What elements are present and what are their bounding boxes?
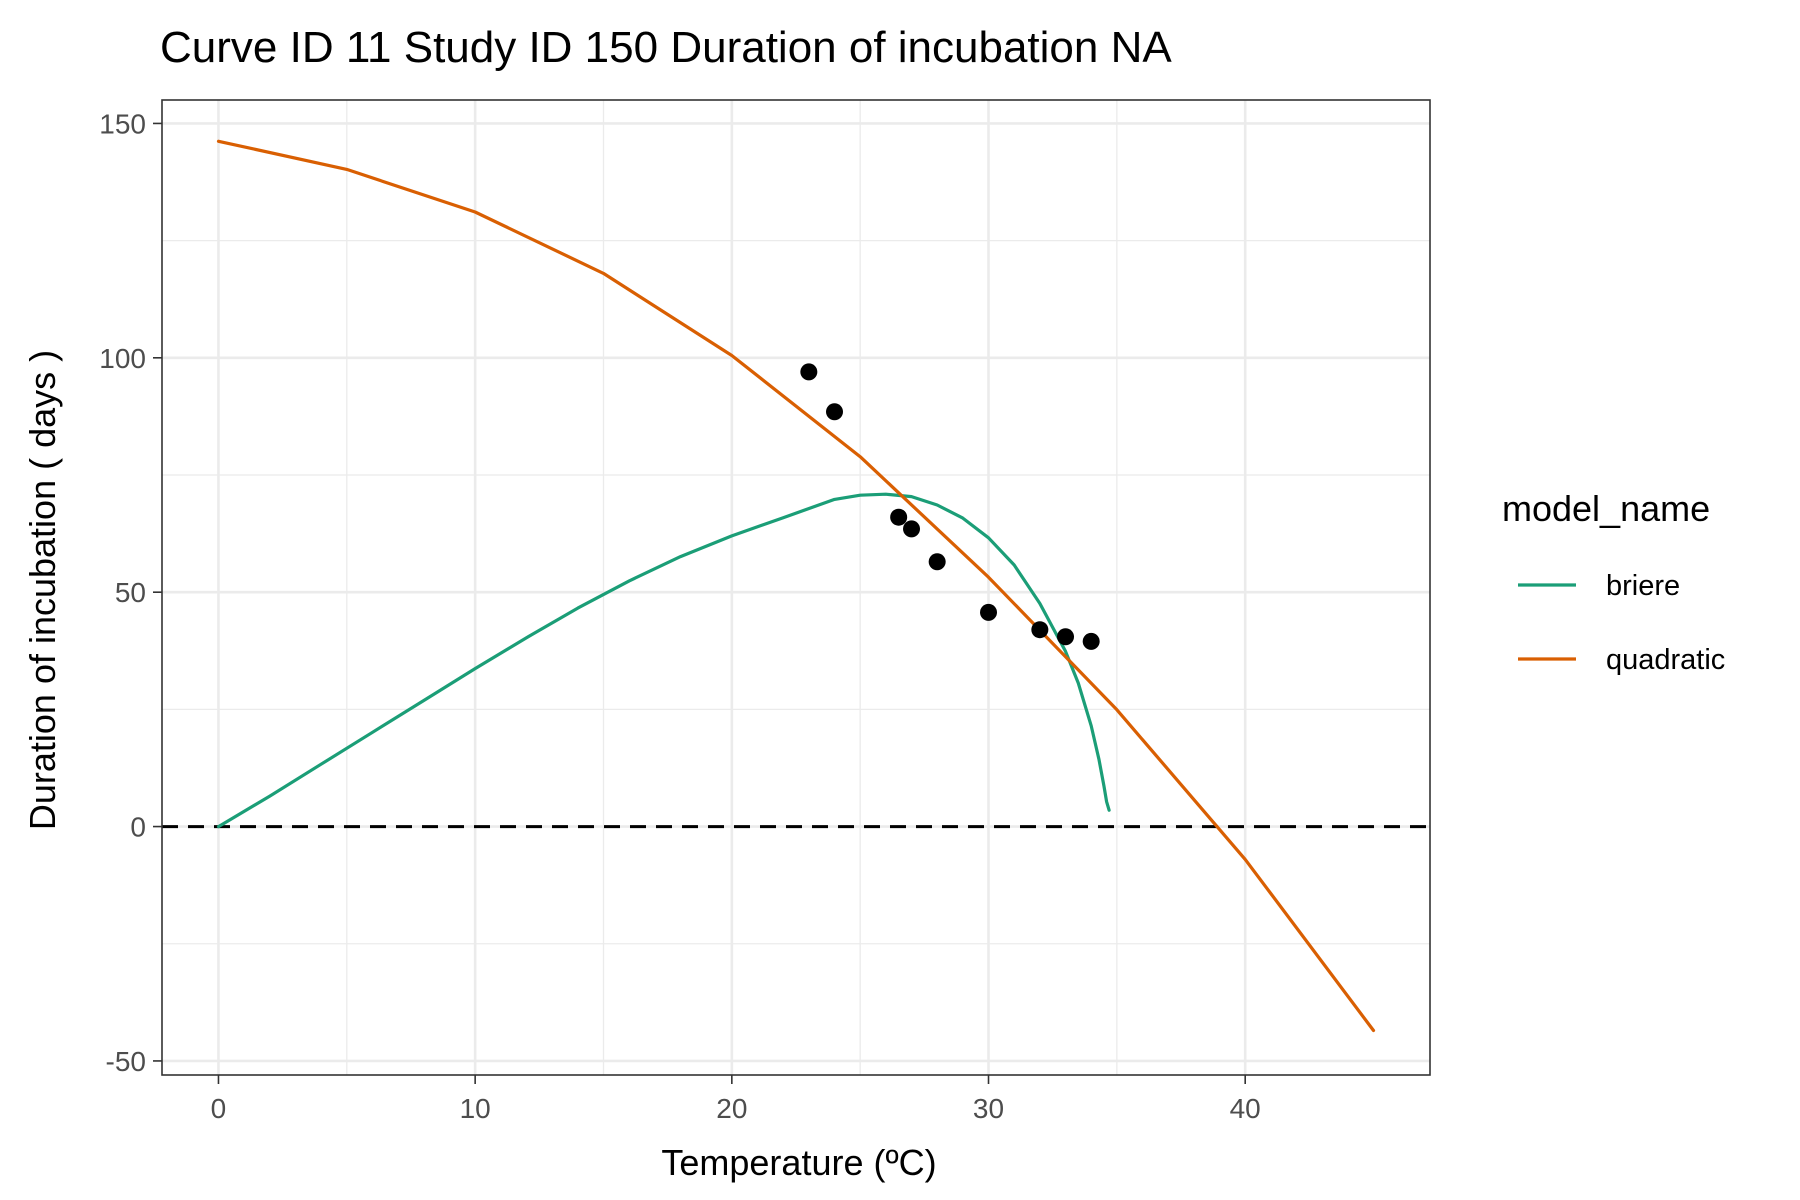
series-line-quadratic bbox=[216, 139, 1376, 1033]
data-points bbox=[800, 363, 1100, 650]
y-tick-label: 0 bbox=[130, 812, 146, 843]
legend-label-quadratic: quadratic bbox=[1606, 644, 1725, 676]
grid-minor bbox=[162, 100, 1430, 1075]
x-axis-title: Temperature (ºC) bbox=[661, 1142, 936, 1183]
data-point bbox=[903, 520, 921, 538]
y-axis-title: Duration of incubation ( days ) bbox=[22, 350, 63, 830]
data-point bbox=[1082, 632, 1100, 650]
x-tick-label: 40 bbox=[1230, 1093, 1261, 1124]
legend: model_name briere quadratic bbox=[1502, 488, 1725, 676]
legend-title: model_name bbox=[1502, 488, 1710, 529]
x-axis: 0 10 20 30 40 bbox=[211, 1075, 1261, 1124]
series-lines bbox=[216, 139, 1376, 1033]
chart-title: Curve ID 11 Study ID 150 Duration of inc… bbox=[160, 23, 1172, 72]
x-tick-label: 0 bbox=[211, 1093, 227, 1124]
data-point bbox=[800, 363, 818, 381]
data-point bbox=[928, 553, 946, 571]
y-tick-label: -50 bbox=[106, 1046, 146, 1077]
x-tick-label: 20 bbox=[716, 1093, 747, 1124]
y-tick-label: 150 bbox=[99, 108, 146, 139]
series-line-briere bbox=[216, 492, 1111, 829]
data-point bbox=[1031, 621, 1049, 639]
y-tick-label: 50 bbox=[115, 577, 146, 608]
panel-border bbox=[161, 99, 1431, 1076]
data-point bbox=[1057, 628, 1075, 646]
grid-major bbox=[162, 100, 1430, 1075]
legend-label-briere: briere bbox=[1606, 570, 1680, 602]
y-axis: -50 0 50 100 150 bbox=[99, 108, 162, 1077]
x-tick-label: 10 bbox=[460, 1093, 491, 1124]
data-point bbox=[826, 403, 844, 421]
x-tick-label: 30 bbox=[973, 1093, 1004, 1124]
y-tick-label: 100 bbox=[99, 343, 146, 374]
data-point bbox=[980, 603, 998, 621]
data-point bbox=[890, 508, 908, 526]
